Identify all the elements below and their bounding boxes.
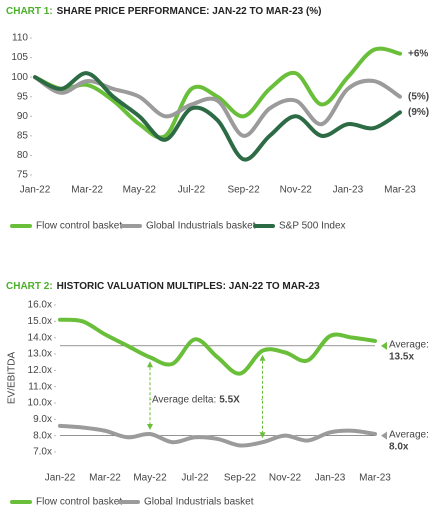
legend-label: S&P 500 Index xyxy=(279,221,346,232)
chart-label: CHART 2: xyxy=(6,281,53,292)
x-tick-label: Mar-22 xyxy=(71,185,103,196)
x-tick-label: Nov-22 xyxy=(280,185,313,196)
x-tick-label: Jan-23 xyxy=(315,473,346,484)
end-label: (5%) xyxy=(408,91,429,102)
y-tick-label: 11.0x xyxy=(28,381,52,392)
delta-box xyxy=(151,391,262,408)
x-tick-label: Mar-23 xyxy=(384,185,416,196)
y-tick-label: 14.0x xyxy=(28,332,52,343)
y-tick-label: 9.0x xyxy=(33,414,52,425)
x-tick-label: Jan-22 xyxy=(45,473,76,484)
y-tick-label: 110 xyxy=(12,33,28,44)
series-line xyxy=(58,423,377,448)
x-tick-label: Mar-22 xyxy=(89,473,121,484)
series-line xyxy=(33,75,402,138)
series-line xyxy=(58,317,377,376)
chart-title: CHART 2: HISTORIC VALUATION MULTIPLES: JA… xyxy=(6,281,320,292)
y-tick-label: 16.0x xyxy=(28,300,52,311)
y-tick-label: 100 xyxy=(11,72,28,83)
average-value: 13.5x xyxy=(389,351,414,362)
x-tick-label: Jul-22 xyxy=(181,473,209,484)
x-tick-label: Nov-22 xyxy=(269,473,302,484)
average-marker xyxy=(381,431,387,440)
chart-title-text: HISTORIC VALUATION MULTIPLES: JAN-22 TO … xyxy=(57,281,320,292)
chart-label: CHART 1: xyxy=(6,6,53,17)
y-tick-label: 15.0x xyxy=(28,316,52,327)
y-tick-label: 90 xyxy=(17,111,29,122)
average-label: Average: xyxy=(389,429,429,440)
y-tick-label: 8.0x xyxy=(33,430,52,441)
average-value: 8.0x xyxy=(389,441,409,452)
x-tick-label: Sep-22 xyxy=(227,185,260,196)
delta-label: Average delta: xyxy=(152,394,216,405)
x-tick-label: Jan-23 xyxy=(333,185,364,196)
y-axis-label: EV/EBITDA xyxy=(7,352,18,405)
series-line xyxy=(33,46,402,140)
x-tick-label: Jan-22 xyxy=(20,185,51,196)
x-tick-label: May-22 xyxy=(123,185,157,196)
x-tick-label: Jul-22 xyxy=(178,185,206,196)
x-tick-label: Sep-22 xyxy=(224,473,257,484)
y-tick-label: 12.0x xyxy=(28,365,52,376)
average-label: Average: xyxy=(389,339,429,350)
chart-title-text: SHARE PRICE PERFORMANCE: JAN-22 TO MAR-2… xyxy=(57,6,322,17)
x-tick-label: May-22 xyxy=(133,473,167,484)
y-tick-label: 105 xyxy=(11,52,28,63)
legend-label: Flow control basket xyxy=(36,221,122,232)
y-tick-label: 80 xyxy=(17,150,29,161)
y-tick-label: 95 xyxy=(17,91,29,102)
y-tick-label: 10.0x xyxy=(28,398,52,409)
y-tick-label: 7.0x xyxy=(33,447,52,458)
delta-value: 5.5X xyxy=(219,394,240,405)
y-tick-label: 75 xyxy=(17,170,29,181)
end-label: +6% xyxy=(408,48,428,59)
x-tick-label: Mar-23 xyxy=(359,473,391,484)
chart-title: CHART 1: SHARE PRICE PERFORMANCE: JAN-22 … xyxy=(6,6,322,17)
y-tick-label: 85 xyxy=(17,130,29,141)
end-label: (9%) xyxy=(408,107,429,118)
y-tick-label: 13.0x xyxy=(28,349,52,360)
legend-label: Global Industrials basket xyxy=(144,497,254,508)
legend-label: Global Industrials basket xyxy=(146,221,256,232)
legend-label: Flow control basket xyxy=(36,497,122,508)
average-marker xyxy=(381,341,387,350)
series-line xyxy=(33,71,402,162)
